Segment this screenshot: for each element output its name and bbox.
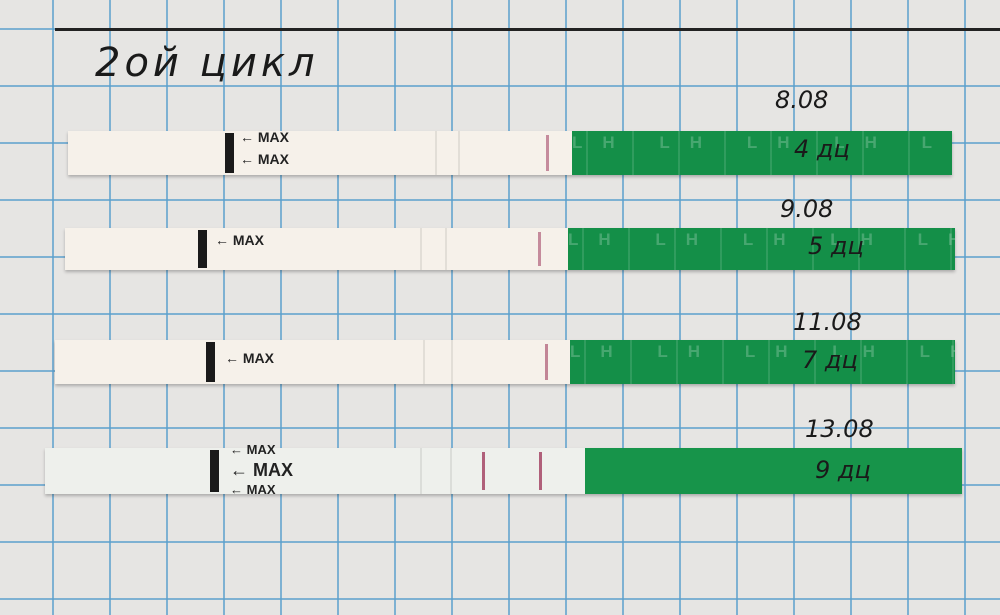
lh-test-strip: ← MAX LH LH LH LH LH LH LH LH 5 дц [65,228,955,270]
max-text: MAX [253,460,294,480]
window-edge [445,228,447,270]
strip-handle: LH LH LH LH LH LH LH LH 5 дц [568,228,955,270]
window-edge [423,340,425,384]
cycle-day: 7 дц [802,346,858,374]
max-line-marker [210,450,219,492]
lh-test-strip: ← MAX ← MAX LH LH LH LH LH LH LH LH 4 дц [68,129,952,175]
max-line-marker [206,342,215,382]
max-line-marker [225,133,234,173]
max-text: MAX [232,232,265,248]
window-edge [450,448,452,494]
max-line-marker [198,230,207,268]
cycle-day: 5 дц [808,232,864,260]
brand-text: LH LH LH LH LH LH LH LH [568,230,955,249]
strip-date: 9.08 [780,195,834,223]
strip-handle: LH LH LH LH LH LH LH LH 4 дц [572,131,952,175]
max-text: MAX [246,442,276,457]
control-line [539,452,542,490]
max-label: ← MAX [240,151,290,167]
window-edge [458,131,460,175]
lh-test-strip: ← MAX ← MAX ← MAX 9 дц [45,442,962,497]
cycle-day: 4 дц [794,135,850,163]
window-edge [420,228,422,270]
max-label: ← MAX [230,460,294,480]
handwritten-heading: 2ой цикл [95,40,319,86]
max-label: ← MAX [230,482,276,497]
max-label: ← MAX [225,350,275,366]
brand-text: LH LH LH LH LH LH LH LH [570,342,955,361]
strip-date: 8.08 [775,86,829,114]
cycle-day: 9 дц [815,456,871,484]
control-line [545,344,548,380]
max-text: MAX [242,350,275,366]
max-label: ← MAX [230,442,276,457]
notebook-rule-line [55,28,1000,31]
max-label: ← MAX [240,129,290,145]
strip-handle: LH LH LH LH LH LH LH LH 7 дц [570,340,955,384]
strip-date: 13.08 [805,415,874,443]
brand-text: LH LH LH LH LH LH LH LH [572,133,952,152]
test-line [482,452,485,490]
strip-handle: 9 дц [585,448,962,494]
window-edge [435,131,437,175]
max-text: MAX [246,482,276,497]
control-line [538,232,541,266]
max-text: MAX [257,151,290,167]
max-text: MAX [257,129,290,145]
window-edge [420,448,422,494]
lh-test-strip: ← MAX LH LH LH LH LH LH LH LH 7 дц [55,340,955,384]
max-label: ← MAX [215,232,265,248]
window-edge [451,340,453,384]
strip-date: 11.08 [793,308,862,336]
control-line [546,135,549,171]
